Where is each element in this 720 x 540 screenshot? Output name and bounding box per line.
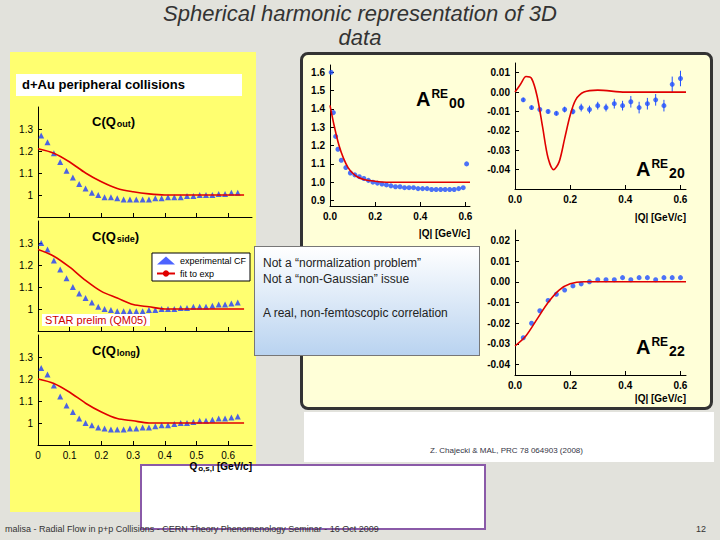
svg-text:0.6: 0.6 — [674, 380, 688, 391]
svg-text:0.00: 0.00 — [491, 276, 511, 287]
svg-text:|Q| [GeV/c]: |Q| [GeV/c] — [419, 228, 470, 239]
svg-text:1: 1 — [27, 418, 33, 429]
svg-text:|Q| [GeV/c]: |Q| [GeV/c] — [635, 393, 686, 404]
svg-text:0.6: 0.6 — [221, 450, 235, 461]
svg-text:A: A — [636, 158, 650, 180]
svg-text:out: out — [117, 119, 131, 129]
svg-text:): ) — [135, 229, 139, 244]
svg-text:0.4: 0.4 — [158, 450, 172, 461]
svg-text:0.4: 0.4 — [618, 380, 632, 391]
svg-text:0.01: 0.01 — [491, 67, 511, 78]
svg-text:1.2: 1.2 — [19, 374, 33, 385]
svg-text:1: 1 — [27, 304, 33, 315]
svg-text:22: 22 — [669, 343, 685, 359]
svg-text:1.1: 1.1 — [311, 158, 325, 169]
svg-text:0.02: 0.02 — [491, 235, 511, 246]
svg-text:o,s,l: o,s,l — [198, 464, 214, 473]
svg-text:-0.04: -0.04 — [487, 164, 510, 175]
svg-text:0.1: 0.1 — [63, 450, 77, 461]
svg-text:RE: RE — [651, 335, 668, 349]
svg-text:0.4: 0.4 — [618, 194, 632, 205]
svg-text:1.1: 1.1 — [19, 168, 33, 179]
svg-text:0.5: 0.5 — [190, 450, 204, 461]
html-text:d+Au peripheral collisions: d+Au peripheral collisions — [22, 77, 185, 92]
svg-text:-0.02: -0.02 — [487, 318, 510, 329]
svg-text:1.3: 1.3 — [19, 352, 33, 363]
svg-text:0: 0 — [35, 450, 41, 461]
svg-text:experimental CF: experimental CF — [180, 256, 247, 266]
svg-text:0.2: 0.2 — [563, 194, 577, 205]
svg-text:1.2: 1.2 — [19, 260, 33, 271]
svg-text:C(Q: C(Q — [92, 114, 116, 129]
svg-text:1.4: 1.4 — [311, 103, 325, 114]
svg-text:long: long — [117, 348, 136, 358]
svg-text:1: 1 — [27, 190, 33, 201]
svg-text:0.0: 0.0 — [323, 211, 337, 222]
html-text:Z. Chajecki & MAL, PRC 78 0649: Z. Chajecki & MAL, PRC 78 064903 (2008) — [430, 446, 583, 455]
svg-text:0.00: 0.00 — [491, 87, 511, 98]
svg-text:0.2: 0.2 — [563, 380, 577, 391]
svg-text:1.3: 1.3 — [311, 122, 325, 133]
svg-text:1.1: 1.1 — [19, 282, 33, 293]
svg-text:1.1: 1.1 — [19, 396, 33, 407]
svg-text:1.3: 1.3 — [19, 238, 33, 249]
svg-text:|Q| [GeV/c]: |Q| [GeV/c] — [635, 212, 686, 223]
svg-text:fit to exp: fit to exp — [180, 269, 214, 279]
svg-text:0.2: 0.2 — [368, 211, 382, 222]
svg-text:): ) — [136, 343, 140, 358]
svg-text:-0.01: -0.01 — [487, 297, 510, 308]
svg-text:RE: RE — [431, 87, 448, 101]
svg-text:-0.01: -0.01 — [487, 106, 510, 117]
svg-text:-0.03: -0.03 — [487, 145, 510, 156]
html-text:Spherical harmonic representat: Spherical harmonic representation of 3D … — [163, 1, 557, 50]
svg-text:0.6: 0.6 — [459, 211, 473, 222]
svg-text:0.9: 0.9 — [311, 195, 325, 206]
svg-text:00: 00 — [449, 95, 465, 111]
svg-text:A: A — [636, 336, 650, 358]
html-text:STAR prelim (QM05): STAR prelim (QM05) — [45, 314, 147, 326]
svg-text:[GeV/c]: [GeV/c] — [214, 461, 252, 472]
svg-text:20: 20 — [669, 165, 685, 181]
html-text:Not a “normalization problem”: Not a “normalization problem” — [263, 256, 422, 270]
svg-text:0.2: 0.2 — [94, 450, 108, 461]
svg-text:C(Q: C(Q — [92, 229, 116, 244]
svg-text:0.3: 0.3 — [126, 450, 140, 461]
svg-text:-0.04: -0.04 — [487, 359, 510, 370]
svg-text:1.6: 1.6 — [311, 67, 325, 78]
html-text:A real, non-femtoscopic correl: A real, non-femtoscopic correlation — [263, 306, 448, 320]
svg-text:0.01: 0.01 — [491, 256, 511, 267]
svg-text:): ) — [131, 114, 135, 129]
html-text:malisa - Radial Flow in p+p Co: malisa - Radial Flow in p+p Collisions -… — [5, 524, 379, 534]
svg-text:0.4: 0.4 — [413, 211, 427, 222]
svg-text:0.6: 0.6 — [674, 194, 688, 205]
svg-text:-0.02: -0.02 — [487, 125, 510, 136]
svg-text:Q: Q — [189, 461, 197, 472]
svg-text:0.0: 0.0 — [508, 194, 522, 205]
svg-text:C(Q: C(Q — [92, 343, 116, 358]
svg-text:1.2: 1.2 — [19, 146, 33, 157]
svg-text:side: side — [117, 234, 135, 244]
html-text:12: 12 — [696, 524, 706, 534]
svg-text:A: A — [416, 88, 430, 110]
html-text:Not a “non-Gaussian” issue: Not a “non-Gaussian” issue — [263, 272, 410, 286]
svg-text:-0.03: -0.03 — [487, 338, 510, 349]
svg-text:1.5: 1.5 — [311, 85, 325, 96]
svg-text:1.0: 1.0 — [311, 177, 325, 188]
svg-text:1.3: 1.3 — [19, 124, 33, 135]
svg-text:0.0: 0.0 — [508, 380, 522, 391]
svg-text:RE: RE — [651, 157, 668, 171]
svg-text:1.2: 1.2 — [311, 140, 325, 151]
